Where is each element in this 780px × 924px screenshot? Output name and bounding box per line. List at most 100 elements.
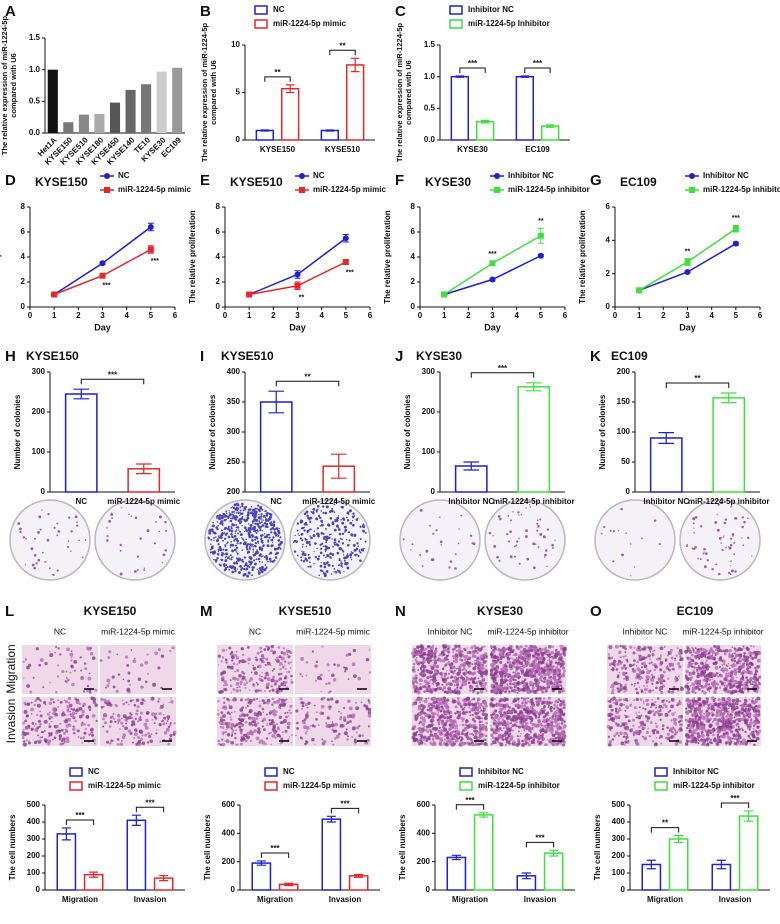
cell <box>56 675 60 678</box>
colony <box>293 541 295 543</box>
colony <box>250 506 253 508</box>
cell <box>422 711 426 715</box>
cell <box>282 684 285 687</box>
cell <box>228 705 233 710</box>
colony <box>498 559 501 562</box>
cell <box>224 682 228 687</box>
point <box>732 240 739 247</box>
cell <box>226 732 231 737</box>
colony <box>323 574 327 578</box>
cell <box>349 720 352 723</box>
cell <box>48 701 53 705</box>
y-tick-label: 8 <box>411 202 416 211</box>
plate <box>399 499 481 581</box>
cell <box>63 740 66 743</box>
cell <box>504 663 507 666</box>
legend-label: miR-1224-5p Inhibitor <box>468 19 550 28</box>
cell <box>461 732 465 736</box>
y-tick-label: 250 <box>227 457 241 466</box>
cell <box>420 739 423 742</box>
cell <box>261 707 263 710</box>
cell <box>476 691 480 695</box>
colony <box>348 544 350 546</box>
cell <box>111 675 115 679</box>
y-axis-label: The cell numbers <box>8 814 17 880</box>
cell <box>245 707 247 709</box>
panel-letter: M <box>200 603 213 620</box>
colony <box>277 535 279 538</box>
cell <box>263 701 267 705</box>
colony <box>357 545 360 547</box>
colony <box>130 515 133 518</box>
colony <box>235 524 238 526</box>
y-tick-label: 600 <box>222 800 236 809</box>
cell <box>550 663 552 666</box>
colony <box>358 550 361 552</box>
colony <box>532 542 536 546</box>
colony <box>469 534 473 538</box>
colony <box>249 556 253 560</box>
cell <box>444 663 448 667</box>
cell <box>412 682 415 685</box>
colony <box>333 503 336 506</box>
cell <box>471 663 474 666</box>
cell <box>117 722 120 724</box>
colony <box>492 535 494 537</box>
cell <box>260 650 263 653</box>
cell <box>289 704 293 708</box>
image-column-label: NC <box>54 626 66 636</box>
colony <box>729 565 731 567</box>
colony <box>161 561 164 564</box>
colony <box>267 533 271 536</box>
cell <box>48 725 52 729</box>
colony <box>155 521 157 523</box>
legend-label: miR-1224-5p inhibitor <box>508 185 590 194</box>
colony <box>250 528 253 531</box>
colony <box>229 554 232 557</box>
cell <box>510 689 514 693</box>
cell <box>541 654 544 657</box>
cell <box>367 725 370 728</box>
colony <box>300 556 302 559</box>
colony <box>306 532 308 534</box>
cell <box>103 713 108 718</box>
cell <box>439 652 442 656</box>
cell <box>507 709 510 712</box>
cell <box>242 728 244 731</box>
error-bar <box>131 814 141 826</box>
colony <box>352 512 355 515</box>
cell <box>522 714 526 718</box>
colony <box>250 511 254 515</box>
cell <box>268 711 272 715</box>
colony <box>612 560 615 563</box>
cell <box>270 731 273 734</box>
colony <box>269 521 272 525</box>
cell <box>304 742 307 746</box>
colony <box>230 540 233 543</box>
x-tick-label: Migration <box>452 895 488 904</box>
cell <box>279 742 282 745</box>
cell <box>424 683 428 686</box>
cell <box>60 739 64 743</box>
legend-label: miR-1224-5p mimic <box>313 185 386 194</box>
cell <box>137 719 140 723</box>
cell <box>90 730 94 734</box>
colony <box>633 566 636 568</box>
cell <box>557 698 561 701</box>
colony <box>543 556 546 558</box>
colony <box>67 540 70 542</box>
panel-letter: F <box>395 172 404 189</box>
cell <box>479 657 482 661</box>
colony <box>236 542 239 545</box>
colony <box>249 543 252 546</box>
colony <box>346 554 349 558</box>
cell <box>425 725 429 729</box>
significance-label: ** <box>304 372 311 381</box>
colony <box>219 535 223 539</box>
cell <box>505 679 508 682</box>
x-tick-label: Inhibitor NC <box>643 497 689 506</box>
colony <box>513 545 516 548</box>
cell <box>315 718 318 721</box>
cell <box>226 665 231 669</box>
cell <box>251 716 256 721</box>
